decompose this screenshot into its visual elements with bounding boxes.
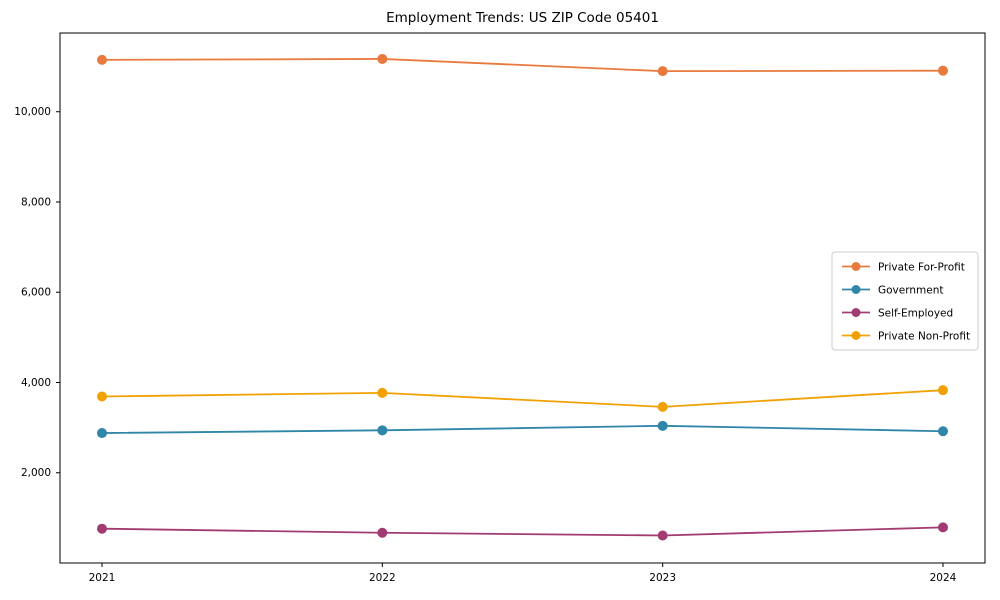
- chart-title: Employment Trends: US ZIP Code 05401: [386, 10, 659, 26]
- legend-marker-dot: [851, 262, 861, 271]
- data-point: [377, 425, 388, 436]
- legend-label: Private For-Profit: [878, 261, 965, 273]
- data-point: [657, 420, 668, 431]
- legend-marker-dot: [851, 308, 861, 317]
- series-self-employed: [97, 522, 948, 541]
- legend: Private For-Profit Government Self-Employe…: [831, 251, 979, 351]
- data-point: [657, 401, 668, 412]
- data-point: [938, 426, 948, 437]
- x-tick-label: 2022: [369, 572, 396, 584]
- x-tick-label: 2024: [930, 572, 957, 584]
- y-tick-label: 8,000: [21, 196, 51, 208]
- axes-frame: [59, 32, 986, 564]
- y-tick-label: 10,000: [14, 106, 51, 118]
- y-tick-label: 6,000: [21, 287, 51, 299]
- series-line: [101, 58, 944, 73]
- data-point: [97, 54, 107, 65]
- data-point: [938, 522, 948, 533]
- data-point: [97, 391, 107, 402]
- legend-item: Private Non-Profit: [842, 330, 970, 342]
- series-line: [101, 424, 944, 434]
- data-point: [377, 527, 388, 538]
- data-point: [657, 530, 668, 541]
- data-point: [938, 65, 948, 76]
- data-point: [97, 523, 107, 534]
- legend-label: Government: [878, 284, 943, 296]
- data-point: [938, 385, 948, 396]
- legend-item: Private For-Profit: [842, 261, 965, 273]
- legend-label: Self-Employed: [878, 307, 953, 319]
- legend-label: Private Non-Profit: [878, 330, 970, 342]
- data-point: [657, 66, 668, 77]
- series-line: [101, 389, 944, 408]
- data-point: [377, 387, 388, 398]
- series-government: [97, 420, 948, 439]
- x-tick-label: 2021: [89, 572, 116, 584]
- series-private-non-profit: [97, 385, 948, 412]
- legend-marker-dot: [851, 331, 861, 340]
- series-line: [101, 526, 944, 537]
- x-tick-label: 2023: [649, 572, 676, 584]
- legend-item: Government: [842, 284, 943, 296]
- legend-frame: [831, 251, 979, 351]
- y-tick-label: 2,000: [21, 467, 51, 479]
- legend-item: Self-Employed: [842, 307, 953, 319]
- data-point: [97, 428, 107, 439]
- y-tick-label: 4,000: [21, 377, 51, 389]
- data-point: [377, 53, 388, 64]
- legend-marker-dot: [851, 285, 861, 294]
- series-private-for-profit: [97, 53, 948, 77]
